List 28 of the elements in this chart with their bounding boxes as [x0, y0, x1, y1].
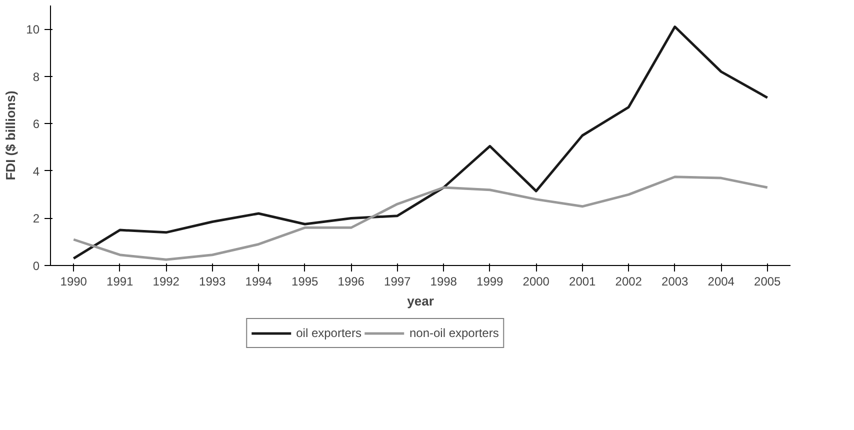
- x-tick-label: 1997: [384, 274, 412, 288]
- line-series: [72, 176, 769, 261]
- x-tick-label: 2002: [615, 274, 642, 288]
- legend-label: oil exporters: [296, 326, 362, 340]
- x-tick-label: 1990: [60, 274, 88, 288]
- x-tick-label: 1998: [430, 274, 458, 288]
- x-tick-label: 1999: [476, 274, 504, 288]
- x-axis-title: year: [407, 294, 434, 308]
- x-tick-label: 1995: [292, 274, 319, 288]
- y-tick-label: 8: [32, 70, 40, 84]
- x-tick-label: 2004: [708, 274, 735, 288]
- x-tick-label: 2001: [569, 274, 596, 288]
- x-tick-label: 2005: [754, 274, 782, 288]
- y-tick-label: 4: [32, 164, 40, 178]
- x-tick-label: 1991: [106, 274, 134, 288]
- y-tick-label: 0: [32, 259, 40, 273]
- y-tick-label: 10: [26, 22, 40, 37]
- x-tick-label: 2003: [662, 274, 689, 288]
- x-tick-label: 1992: [152, 274, 180, 288]
- x-tick-label: 1993: [199, 274, 226, 288]
- y-axis-title: FDI ($ billions): [3, 90, 18, 180]
- y-tick-label: 2: [32, 212, 40, 226]
- x-tick-label: 1994: [245, 274, 272, 288]
- legend-label: non-oil exporters: [409, 326, 499, 340]
- x-tick-label: 1996: [338, 274, 365, 288]
- x-tick-label: 2000: [522, 274, 550, 288]
- y-tick-label: 6: [32, 117, 40, 132]
- line-series: [72, 26, 769, 260]
